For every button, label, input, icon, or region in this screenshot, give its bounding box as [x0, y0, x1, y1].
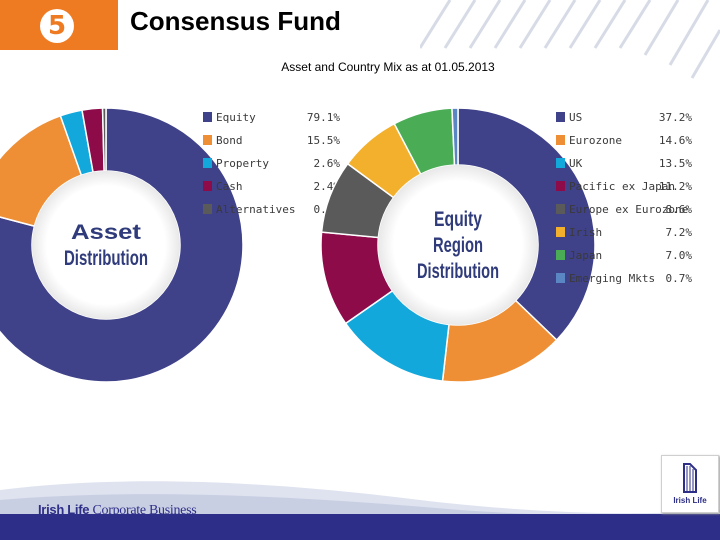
slide-header: 5 Consensus Fund — [0, 0, 720, 54]
region-legend-swatch — [556, 181, 565, 191]
region-legend-value: 8.6% — [666, 203, 693, 216]
region-legend-swatch — [556, 158, 565, 168]
section-badge: 5 — [0, 0, 118, 50]
region-center-label: Distribution — [417, 260, 499, 283]
region-legend-value: 11.2% — [659, 180, 692, 193]
page-title: Consensus Fund — [130, 6, 341, 36]
irish-life-logo: Irish Life — [661, 455, 719, 513]
footer-wave — [0, 481, 720, 520]
region-legend-value: 7.2% — [666, 226, 693, 239]
region-legend-swatch — [556, 204, 565, 214]
region-legend-label: Irish — [569, 226, 602, 239]
region-center-label: Equity — [434, 208, 482, 231]
region-legend-label: Europe ex Eurozone — [569, 203, 688, 216]
equity-region-legend: US 37.2% Eurozone 14.6% UK 13.5% Pacific ex Ja… — [556, 111, 692, 285]
asset-legend-label: Bond — [216, 134, 243, 147]
asset-legend-value: 79.1% — [307, 111, 340, 124]
region-legend-value: 0.7% — [666, 272, 693, 285]
asset-legend-swatch — [203, 181, 212, 191]
region-legend-value: 37.2% — [659, 111, 692, 124]
asset-legend-swatch — [203, 204, 212, 214]
asset-center-label: Distribution — [64, 247, 148, 270]
region-legend-value: 13.5% — [659, 157, 692, 170]
region-legend-swatch — [556, 227, 565, 237]
logo-text: Irish Life — [673, 496, 707, 505]
footer-brand: Irish Life Corporate Business — [38, 502, 197, 519]
brand-subtitle: Corporate Business — [92, 503, 197, 518]
region-legend-label: US — [569, 111, 582, 124]
asset-legend-swatch — [203, 112, 212, 122]
footer-bar — [0, 514, 720, 540]
region-legend-swatch — [556, 135, 565, 145]
region-legend-label: UK — [569, 157, 583, 170]
asset-center — [32, 171, 180, 319]
asset-legend-swatch — [203, 158, 212, 168]
asset-legend-value: 15.5% — [307, 134, 340, 147]
asset-center-label: Asset — [71, 221, 141, 244]
region-center-label: Region — [433, 234, 483, 257]
region-legend-value: 7.0% — [666, 249, 693, 262]
region-legend-label: Pacific ex Japan — [569, 180, 675, 193]
region-legend-label: Japan — [569, 249, 602, 262]
region-legend-swatch — [556, 112, 565, 122]
region-legend-label: Emerging Mkts — [569, 272, 655, 285]
equity-region-chart: Equity Region Distribution — [320, 107, 596, 383]
region-legend-swatch — [556, 273, 565, 283]
section-number: 5 — [40, 9, 74, 43]
asset-legend-label: Cash — [216, 180, 243, 193]
region-center — [378, 165, 538, 325]
asset-legend-label: Property — [216, 157, 269, 170]
asset-distribution-chart: Asset Distribution — [0, 107, 244, 383]
decorative-stripes — [420, 0, 720, 79]
region-legend-value: 14.6% — [659, 134, 692, 147]
harp-icon — [683, 463, 697, 493]
region-legend-label: Eurozone — [569, 134, 622, 147]
region-legend-swatch — [556, 250, 565, 260]
asset-legend-label: Equity — [216, 111, 256, 124]
asset-legend-label: Alternatives — [216, 203, 295, 216]
asset-legend-swatch — [203, 135, 212, 145]
chart-subtitle: Asset and Country Mix as at 01.05.2013 — [281, 60, 495, 74]
asset-legend-value: 2.6% — [314, 157, 341, 170]
brand-name: Irish Life — [38, 502, 90, 517]
